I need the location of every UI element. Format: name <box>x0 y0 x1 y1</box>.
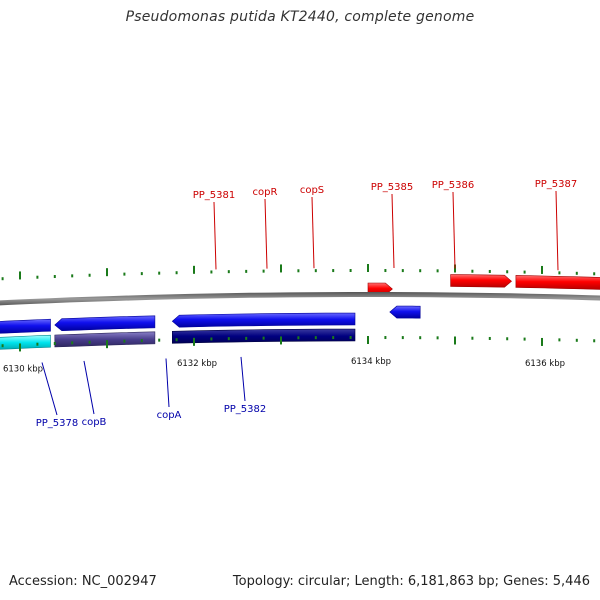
minus-feature-track[interactable] <box>0 334 51 350</box>
gene-label[interactable]: copB <box>82 417 107 428</box>
scale-label: 6132 kbp <box>177 359 217 369</box>
plus-strand-gene[interactable] <box>515 275 600 290</box>
gene-leader-line <box>240 356 246 402</box>
minus-strand-gene[interactable] <box>54 315 156 332</box>
gene-label[interactable]: PP_5387 <box>535 179 578 190</box>
genome-summary-text: Topology: circular; Length: 6,181,863 bp… <box>232 574 590 589</box>
gene-leader-line <box>391 193 395 269</box>
minus-strand-gene[interactable] <box>171 312 356 328</box>
genome-backbone <box>0 292 600 306</box>
gene-leader-line <box>452 191 456 269</box>
gene-label[interactable]: PP_5386 <box>432 180 475 191</box>
scale-label: 6134 kbp <box>351 357 391 367</box>
gene-leader-line <box>213 201 217 270</box>
gene-label[interactable]: PP_5378 <box>36 418 79 429</box>
gene-label[interactable]: copR <box>253 187 278 198</box>
accession-text: Accession: NC_002947 <box>9 574 157 589</box>
gene-label[interactable]: PP_5382 <box>224 404 267 415</box>
gene-leader-line <box>83 360 95 415</box>
gene-label[interactable]: copA <box>157 410 182 421</box>
minus-feature-track[interactable] <box>172 328 356 344</box>
gene-label[interactable]: copS <box>300 185 324 196</box>
gene-leader-line <box>41 362 58 416</box>
gene-label[interactable]: PP_5381 <box>193 190 236 201</box>
gene-leader-line <box>555 190 559 271</box>
scale-label: 6136 kbp <box>525 359 565 369</box>
gene-leader-line <box>264 198 268 269</box>
minus-strand-gene[interactable] <box>389 305 421 319</box>
minus-feature-track[interactable] <box>54 331 156 348</box>
minus-strand-gene[interactable] <box>0 318 51 334</box>
gene-leader-line <box>165 358 170 408</box>
gene-label[interactable]: PP_5385 <box>371 182 414 193</box>
plus-strand-gene[interactable] <box>450 274 512 288</box>
gene-leader-line <box>311 196 315 269</box>
map-title: Pseudomonas putida KT2440, complete geno… <box>125 9 475 25</box>
scale-label: 6130 kbp <box>3 364 43 374</box>
